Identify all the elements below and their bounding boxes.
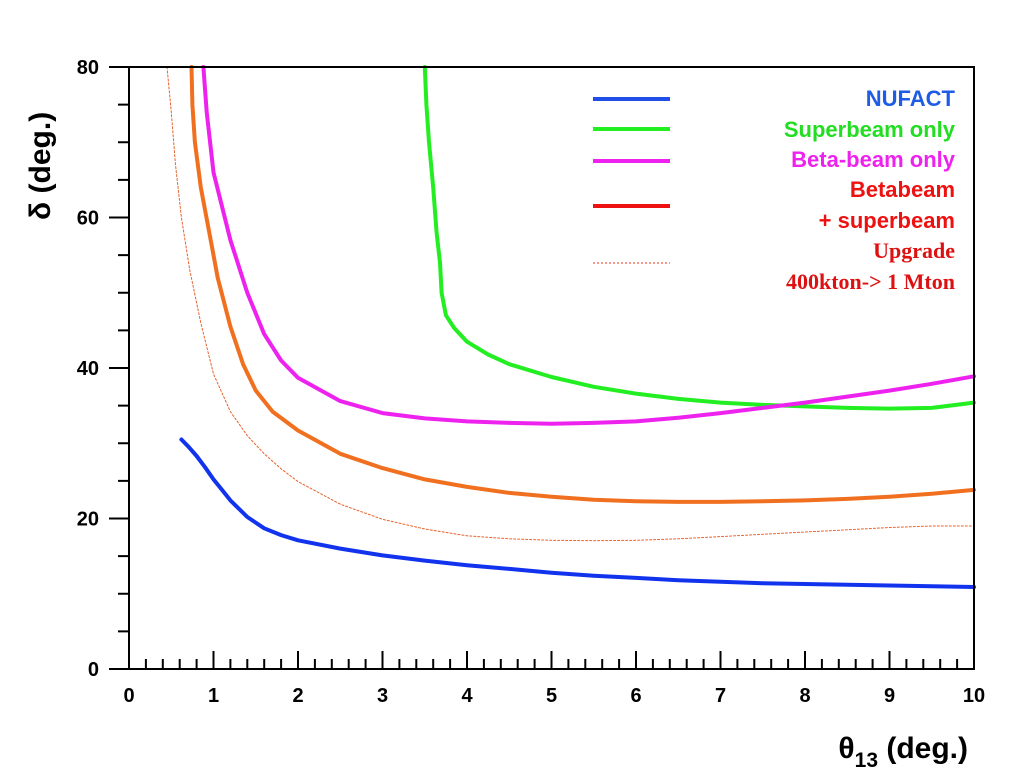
legend-label-2: Superbeam only <box>784 117 956 142</box>
x-tick-label: 0 <box>123 685 134 707</box>
x-tick-label: 10 <box>963 685 985 707</box>
series-upgrade-line <box>166 66 975 542</box>
x-axis-label: θ13 (deg.) <box>838 732 968 768</box>
x-tick-label: 8 <box>799 685 810 707</box>
axis-ticks <box>109 66 975 670</box>
x-tick-label: 3 <box>377 685 388 707</box>
x-tick-label: 1 <box>208 685 219 707</box>
legend-label-5-line2: 400kton-> 1 Mton <box>786 269 955 294</box>
legend-label-4: Betabeam <box>850 177 955 202</box>
y-tick-label: 80 <box>77 57 99 79</box>
legend: NUFACT Superbeam only Beta-beam only Betabe… <box>593 86 956 294</box>
legend-label-5: Upgrade <box>873 238 955 263</box>
tick-labels: 0 1 2 3 4 5 6 7 8 9 10 0 20 40 60 80 <box>77 57 985 707</box>
legend-label-3: Beta-beam only <box>791 147 956 172</box>
x-tick-label: 5 <box>546 685 557 707</box>
legend-label-4-line2: + superbeam <box>819 208 955 233</box>
x-tick-label: 2 <box>292 685 303 707</box>
series-nufact-line <box>179 437 976 589</box>
x-tick-label: 7 <box>715 685 726 707</box>
y-tick-label: 0 <box>88 659 99 681</box>
y-tick-label: 60 <box>77 208 99 230</box>
series-betabeam-line <box>201 65 976 426</box>
x-tick-label: 6 <box>630 685 641 707</box>
curves-layer <box>166 65 976 589</box>
series-superbeam-line <box>422 65 976 411</box>
y-axis-label: δ (deg.) <box>24 112 57 220</box>
y-tick-label: 20 <box>77 509 99 531</box>
x-tick-label: 9 <box>884 685 895 707</box>
series-combined-line <box>189 65 976 504</box>
x-tick-label: 4 <box>461 685 473 707</box>
y-tick-label: 40 <box>77 358 99 380</box>
legend-label-1: NUFACT <box>866 86 956 111</box>
